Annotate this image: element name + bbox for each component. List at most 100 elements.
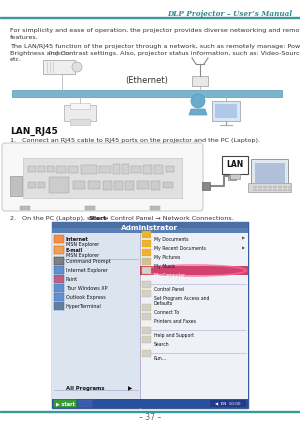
Bar [137, 181, 149, 189]
Bar [113, 164, 120, 174]
Bar [142, 327, 151, 334]
Text: MSN Explorer: MSN Explorer [66, 242, 99, 247]
Text: My Computer: My Computer [154, 273, 185, 278]
Bar [54, 302, 64, 310]
Text: MSN Explorer: MSN Explorer [66, 253, 99, 258]
Bar [122, 164, 129, 174]
Bar [210, 400, 246, 407]
Text: ▶: ▶ [128, 386, 132, 391]
Bar [253, 189, 257, 191]
Bar [23, 158, 182, 198]
Bar [143, 165, 152, 174]
Circle shape [72, 62, 82, 72]
Text: Command Prompt: Command Prompt [66, 259, 111, 264]
Bar [54, 235, 64, 243]
Text: My Pictures: My Pictures [154, 255, 180, 260]
Bar [70, 119, 90, 125]
Bar [73, 181, 85, 189]
Bar [263, 186, 267, 188]
Bar [278, 189, 282, 191]
Bar [68, 166, 78, 173]
Text: Printers and Faxes: Printers and Faxes [154, 319, 196, 324]
FancyBboxPatch shape [53, 399, 76, 407]
Bar [52, 222, 248, 233]
Bar [166, 166, 174, 172]
Bar [163, 182, 173, 188]
Text: Internet: Internet [66, 237, 89, 242]
Text: Set Program Access and: Set Program Access and [154, 296, 209, 301]
Text: Control Panel: Control Panel [154, 287, 184, 292]
Bar [54, 284, 64, 292]
Bar [56, 166, 66, 173]
Bar [85, 206, 95, 210]
Bar [258, 189, 262, 191]
Text: ▶: ▶ [242, 246, 245, 250]
Text: My Documents: My Documents [154, 237, 188, 242]
Text: LAN: LAN [226, 160, 244, 170]
Text: Projector: Projector [48, 51, 72, 56]
Bar [212, 101, 240, 121]
FancyBboxPatch shape [251, 159, 289, 187]
Bar [49, 177, 69, 193]
Text: Paint: Paint [66, 277, 78, 282]
Bar [0, 410, 300, 412]
Bar [268, 186, 272, 188]
Bar [151, 181, 160, 190]
Bar [142, 231, 151, 238]
Bar [202, 182, 210, 190]
Bar [10, 176, 22, 196]
Bar [253, 186, 257, 188]
Bar [54, 275, 64, 283]
Bar [142, 304, 151, 311]
Bar [278, 186, 282, 188]
Text: ▶: ▶ [242, 237, 245, 241]
Bar [273, 189, 277, 191]
Bar [142, 267, 151, 274]
Bar [52, 222, 248, 408]
Bar [20, 206, 30, 210]
Bar [0, 17, 300, 18]
Bar [88, 181, 100, 189]
Bar [142, 336, 151, 343]
Bar [28, 166, 36, 172]
Bar [255, 163, 285, 183]
Bar [125, 181, 134, 190]
Bar [215, 104, 237, 118]
Bar [142, 313, 151, 320]
Polygon shape [189, 109, 207, 115]
Text: Search: Search [154, 342, 170, 347]
Text: 1.   Connect an RJ45 cable to RJ45 ports on the projector and the PC (Laptop).: 1. Connect an RJ45 cable to RJ45 ports o… [10, 138, 260, 143]
Bar [38, 182, 45, 188]
Text: Run...: Run... [154, 356, 167, 361]
Bar [54, 246, 64, 254]
Text: Connect To: Connect To [154, 310, 179, 315]
Text: My Music: My Music [154, 264, 175, 269]
Text: DLP Projector – User’s Manual: DLP Projector – User’s Manual [167, 10, 292, 18]
Bar [52, 399, 248, 408]
Bar [142, 350, 151, 357]
Bar [54, 257, 64, 265]
Text: (Ethernet): (Ethernet) [126, 75, 168, 84]
Text: The LAN/RJ45 function of the projector through a network, such as remotely manag: The LAN/RJ45 function of the projector t… [10, 44, 300, 62]
Bar [28, 182, 36, 188]
Bar [263, 189, 267, 191]
Text: HyperTerminal: HyperTerminal [66, 304, 102, 309]
Bar [288, 186, 292, 188]
Bar [228, 172, 236, 180]
Text: Tour Windows XP: Tour Windows XP [66, 286, 107, 291]
Bar [258, 186, 262, 188]
Bar [142, 281, 151, 288]
Bar [52, 228, 248, 233]
Text: For simplicity and ease of operation, the projector provides diverse networking : For simplicity and ease of operation, th… [10, 28, 300, 39]
Bar [52, 233, 140, 408]
Bar [12, 90, 282, 97]
Bar [142, 249, 151, 256]
Text: Outlook Express: Outlook Express [66, 295, 106, 300]
Text: LAN_RJ45: LAN_RJ45 [10, 127, 58, 136]
Text: Defaults: Defaults [154, 301, 173, 306]
Bar [230, 174, 240, 179]
Bar [114, 181, 123, 190]
Text: Start: Start [88, 216, 107, 221]
Bar [103, 181, 112, 190]
Bar [142, 290, 151, 297]
